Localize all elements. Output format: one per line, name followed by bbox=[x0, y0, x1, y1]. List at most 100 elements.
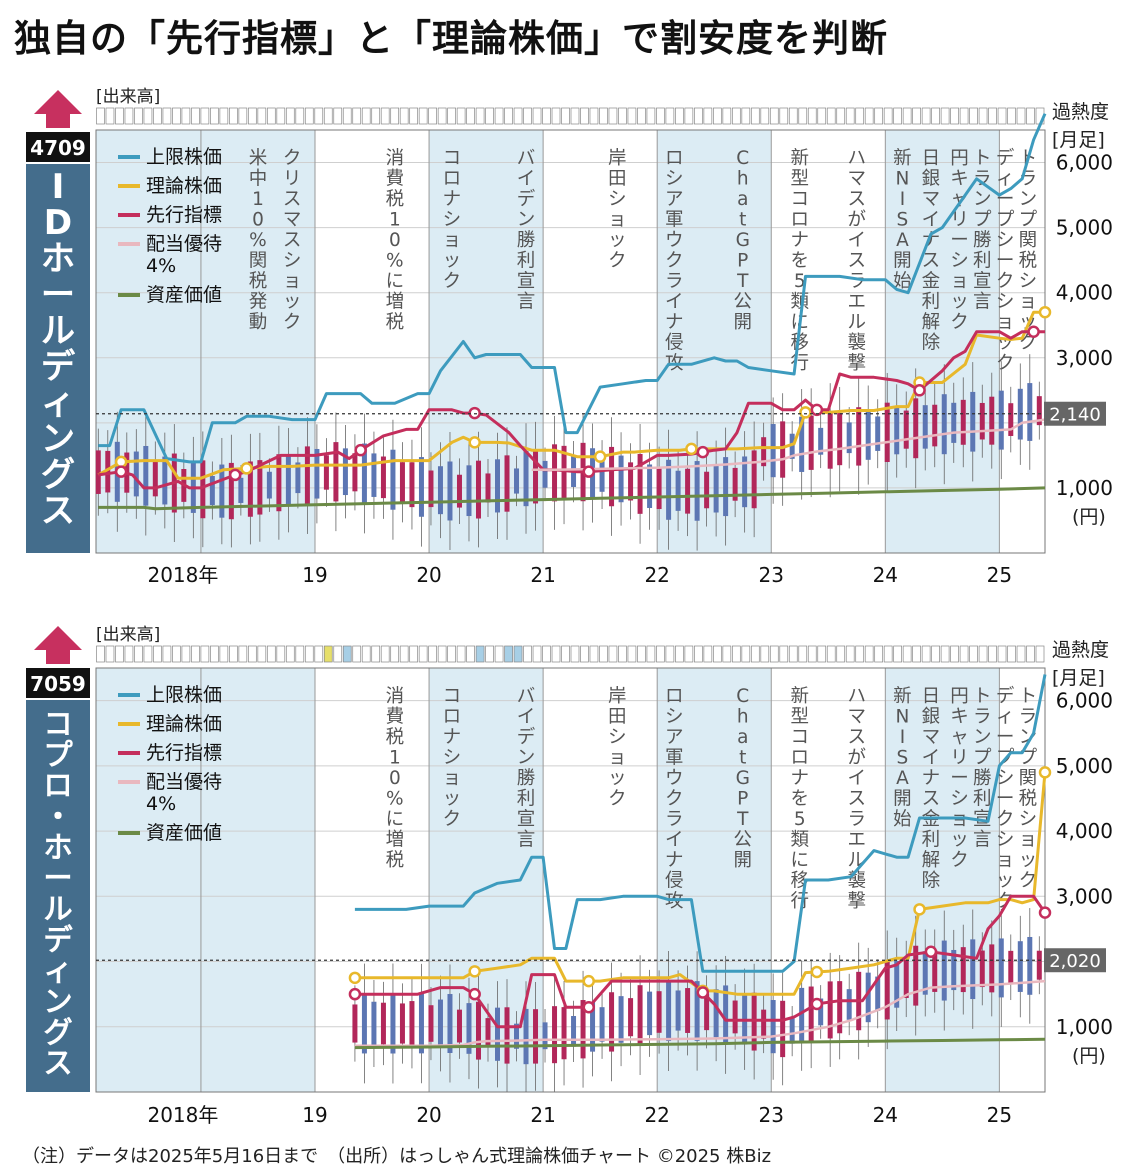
x-tick-label: 24 bbox=[873, 1103, 898, 1127]
candle-body bbox=[533, 1009, 539, 1064]
volume-heat-cell bbox=[523, 645, 532, 663]
volume-heat-cell bbox=[181, 107, 191, 125]
candle-body bbox=[380, 1002, 386, 1045]
theory-marker bbox=[114, 455, 128, 469]
volume-heat-cell bbox=[399, 107, 409, 125]
volume-heat-cell bbox=[361, 107, 371, 125]
company-name: コプロ・ホールディングス bbox=[43, 707, 73, 1080]
current-price-label: 2,020 bbox=[1049, 951, 1101, 972]
volume-heat-cell bbox=[380, 645, 390, 663]
y-tick-label: 4,000 bbox=[1056, 819, 1113, 843]
volume-heat-cell bbox=[599, 645, 608, 663]
volume-heat-cell bbox=[836, 645, 846, 663]
volume-heat-cell bbox=[969, 107, 978, 125]
candle-body bbox=[913, 398, 919, 459]
volume-heat-cell bbox=[722, 645, 732, 663]
volume-heat-cell bbox=[304, 107, 314, 125]
volume-heat-cell bbox=[826, 107, 836, 125]
candle-body bbox=[922, 405, 928, 449]
candle-body bbox=[694, 461, 700, 521]
candle-body bbox=[989, 396, 995, 445]
volume-heat-cell bbox=[997, 107, 1007, 125]
candle-body bbox=[713, 989, 719, 1038]
volume-heat-cell bbox=[295, 645, 305, 663]
volume-heat-cell bbox=[409, 645, 419, 663]
candle-body bbox=[799, 987, 805, 1044]
event-label: 消費税 1 0 %に増税 bbox=[386, 148, 405, 333]
volume-heat-cell bbox=[466, 645, 475, 663]
candle-body bbox=[723, 457, 729, 517]
volume-heat-cell bbox=[276, 107, 286, 125]
up-arrow-icon bbox=[34, 626, 82, 664]
candle-body bbox=[856, 407, 862, 466]
volume-heat-cell bbox=[883, 107, 893, 125]
candle-body bbox=[808, 986, 814, 1041]
candle-body bbox=[732, 1000, 738, 1034]
volume-heat-cell bbox=[921, 645, 931, 663]
volume-heat-cell bbox=[257, 645, 267, 663]
event-label: 円キャリーショック bbox=[950, 148, 969, 333]
volume-heat-cell bbox=[694, 645, 703, 663]
volume-heat-cell bbox=[352, 645, 362, 663]
candle-body bbox=[352, 1004, 358, 1043]
volume-heat-cell bbox=[219, 107, 229, 125]
unit-label: [月足] bbox=[1052, 129, 1105, 151]
series-line bbox=[98, 486, 1046, 511]
volume-heat-cell bbox=[988, 107, 997, 125]
volume-heat-cell bbox=[580, 107, 589, 125]
candle-body bbox=[514, 1023, 520, 1049]
volume-heat-cell bbox=[134, 645, 143, 663]
x-tick-label: 23 bbox=[759, 1103, 784, 1127]
series-line bbox=[354, 674, 1047, 973]
volume-heat-cell bbox=[570, 107, 580, 125]
event-label: トランプ勝利宣言 bbox=[973, 686, 992, 851]
candle-body bbox=[903, 410, 909, 449]
volume-heat-cell bbox=[798, 645, 808, 663]
theory-marker bbox=[1038, 305, 1052, 319]
volume-heat-cell bbox=[950, 645, 959, 663]
volume-heat-cell bbox=[931, 645, 940, 663]
candle-body bbox=[352, 453, 358, 492]
volume-heat-cell bbox=[542, 107, 551, 125]
candle-body bbox=[685, 468, 691, 514]
volume-heat-cell bbox=[466, 107, 475, 125]
candle-body bbox=[770, 424, 776, 478]
volume-heat-cell bbox=[551, 107, 561, 125]
volume-heat-cell bbox=[807, 107, 817, 125]
candle-body bbox=[913, 945, 919, 1006]
volume-heat-cell bbox=[200, 107, 210, 125]
legend-label: 上限株価 bbox=[146, 684, 222, 706]
candle-body bbox=[333, 442, 339, 502]
volume-heat-cell bbox=[731, 107, 741, 125]
volume-heat-cell bbox=[608, 107, 618, 125]
volume-heat-cell bbox=[779, 645, 789, 663]
legend-label: 資産価値 bbox=[146, 284, 222, 306]
leading-marker bbox=[468, 406, 481, 420]
volume-heat-cell bbox=[494, 107, 504, 125]
x-tick-label: 24 bbox=[873, 563, 898, 587]
candle-body bbox=[495, 459, 500, 513]
candle-body bbox=[628, 998, 634, 1037]
x-tick-label: 2018年 bbox=[147, 563, 218, 587]
candle-body bbox=[200, 460, 206, 519]
volume-heat-cell bbox=[570, 645, 580, 663]
candle-body bbox=[466, 465, 472, 517]
candle-body bbox=[694, 981, 700, 1041]
volume-heat-cell bbox=[172, 107, 181, 125]
legend-label: 理論株価 bbox=[146, 175, 222, 197]
volume-heat-cell bbox=[561, 645, 570, 663]
volume-heat-cell bbox=[561, 107, 570, 125]
leading-marker bbox=[354, 443, 367, 457]
heat-label: 過熱度 bbox=[1052, 639, 1109, 661]
event-label: トランプ勝利宣言 bbox=[973, 148, 992, 313]
volume-heat-cell bbox=[115, 645, 124, 663]
volume-heat-cell bbox=[712, 645, 722, 663]
volume-heat-cell bbox=[703, 107, 713, 125]
volume-heat-cell bbox=[153, 107, 162, 125]
volume-heat-cell bbox=[646, 645, 656, 663]
volume-heat-cell bbox=[276, 645, 286, 663]
volume-heat-cell bbox=[200, 645, 210, 663]
volume-heat-cell bbox=[323, 645, 333, 663]
candle-body bbox=[979, 950, 985, 988]
candle-body bbox=[361, 443, 367, 504]
